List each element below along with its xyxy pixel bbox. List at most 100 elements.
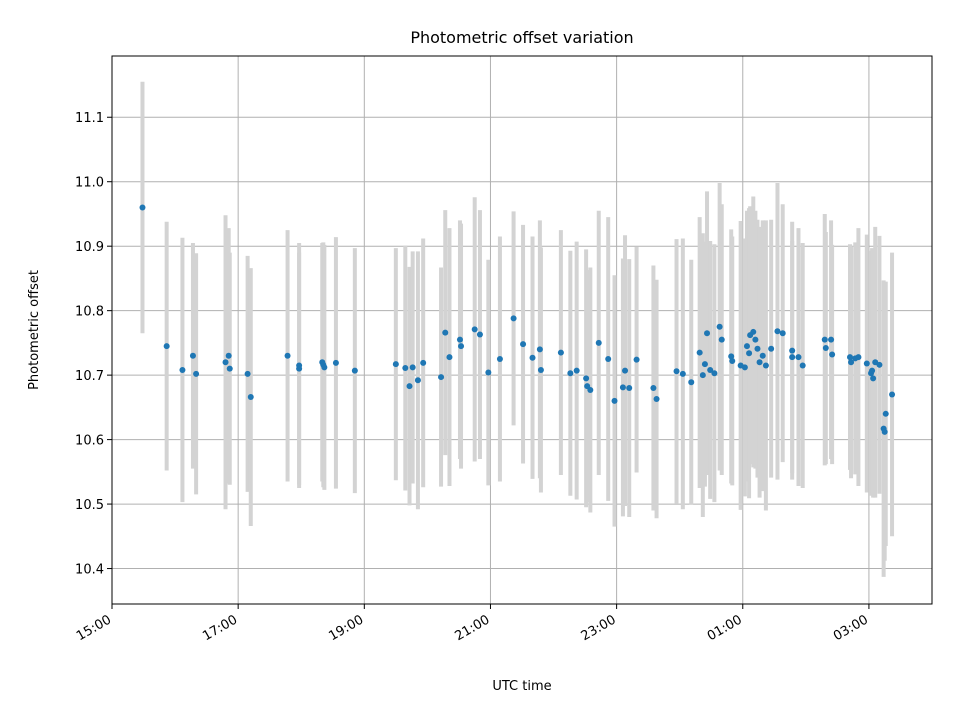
data-point [485, 369, 492, 376]
y-tick-label: 10.8 [75, 305, 104, 320]
data-point [728, 353, 735, 360]
data-point [536, 346, 543, 353]
data-point [163, 343, 170, 350]
data-point [762, 362, 769, 369]
data-point [653, 395, 660, 402]
y-tick-label: 10.9 [75, 240, 104, 255]
data-point [759, 352, 766, 359]
data-point [537, 366, 544, 373]
data-point [351, 367, 358, 374]
data-point [633, 356, 640, 363]
data-point [750, 328, 757, 335]
data-point [392, 361, 399, 368]
data-point [743, 343, 750, 350]
data-point [611, 397, 618, 404]
data-point [587, 386, 594, 393]
data-point [583, 375, 590, 382]
data-point [332, 359, 339, 366]
data-point [244, 370, 251, 377]
data-point [442, 329, 449, 336]
data-point [626, 385, 633, 392]
data-point [829, 351, 836, 358]
data-point [869, 367, 876, 374]
data-point [622, 367, 629, 374]
data-point [438, 374, 445, 381]
y-tick-label: 10.5 [75, 498, 104, 513]
data-point [179, 366, 186, 373]
data-point [799, 362, 806, 369]
data-points [139, 204, 896, 435]
data-point [779, 330, 786, 337]
data-point [718, 336, 725, 343]
data-point [768, 345, 775, 352]
data-point [889, 391, 896, 398]
data-point [409, 364, 416, 371]
data-point [557, 349, 564, 356]
data-point [226, 365, 233, 372]
data-point [402, 365, 409, 372]
data-point [679, 370, 686, 377]
data-point [510, 315, 517, 322]
data-point [471, 326, 478, 333]
data-point [573, 367, 580, 374]
data-point [752, 336, 759, 343]
data-point [673, 368, 680, 375]
data-point [795, 354, 802, 361]
data-point [520, 341, 527, 348]
data-point [828, 336, 835, 343]
axes-frame [111, 55, 933, 605]
x-axis-label: UTC time [492, 679, 551, 694]
y-tick-label: 10.6 [75, 434, 104, 449]
data-point [189, 352, 196, 359]
y-axis-label: Photometric offset [27, 270, 42, 390]
data-point [595, 339, 602, 346]
data-point [701, 361, 708, 368]
data-point [321, 364, 328, 371]
data-point [704, 330, 711, 337]
data-point [699, 372, 706, 379]
data-point [882, 410, 889, 417]
data-point [876, 361, 883, 368]
data-point [863, 360, 870, 367]
data-point [446, 354, 453, 361]
data-point [729, 357, 736, 364]
data-point [496, 356, 503, 363]
data-point [456, 336, 463, 343]
data-point [406, 383, 413, 390]
data-point [754, 345, 761, 352]
data-point [746, 350, 753, 357]
data-point [881, 428, 888, 435]
data-point [420, 359, 427, 366]
data-point [716, 323, 723, 330]
data-point [789, 347, 796, 354]
data-point [476, 331, 483, 338]
data-point [756, 359, 763, 366]
data-point [707, 366, 714, 373]
data-point [821, 336, 828, 343]
data-point [847, 354, 853, 361]
y-tick-label: 10.7 [75, 369, 104, 384]
data-point [529, 354, 536, 361]
data-point [284, 352, 291, 359]
data-point [848, 359, 855, 366]
data-point [696, 349, 703, 356]
data-point [688, 379, 695, 386]
data-point [650, 385, 657, 392]
data-point [870, 375, 877, 382]
data-point [296, 365, 303, 372]
data-point [458, 343, 465, 350]
data-point [247, 394, 254, 401]
data-point [855, 354, 862, 361]
chart-title: Photometric offset variation [410, 28, 633, 47]
data-point [711, 370, 718, 377]
data-point [414, 377, 421, 384]
y-tick-label: 11.1 [75, 111, 104, 126]
data-point [193, 370, 200, 377]
data-point [139, 204, 146, 211]
data-point [774, 328, 781, 335]
data-point [605, 356, 612, 363]
data-point [789, 354, 796, 361]
y-tick-label: 11.0 [75, 176, 104, 191]
data-point [225, 352, 232, 359]
